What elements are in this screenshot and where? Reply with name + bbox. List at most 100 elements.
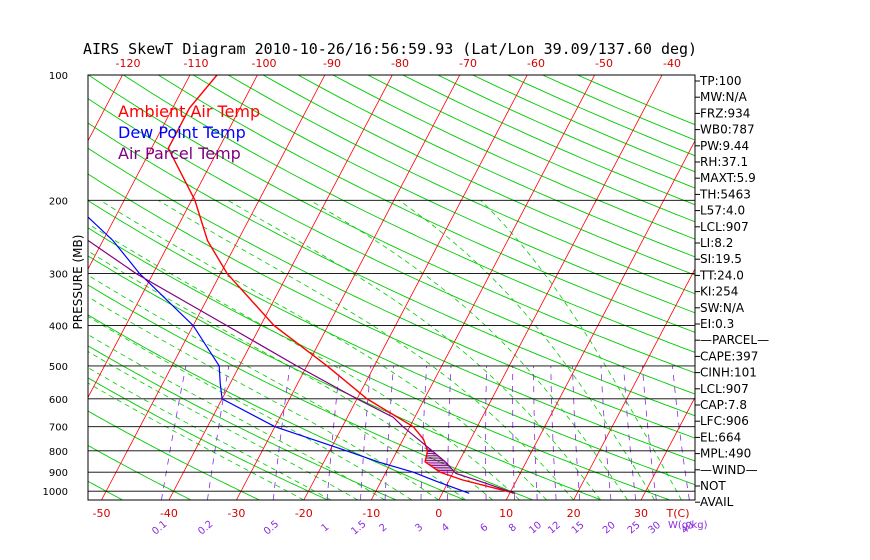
dry-adiabat	[402, 75, 695, 206]
moist-adiabat	[88, 250, 493, 500]
pressure-tick-label: 600	[49, 395, 68, 406]
dry-adiabat	[88, 255, 602, 500]
mixing-ratio-line	[512, 365, 515, 500]
series-line-1	[88, 216, 470, 494]
bottom-temp-tick-label: 0	[435, 507, 442, 520]
mixing-ratio-tick-label: 25	[626, 520, 643, 537]
mixing-ratio-tick-label: 30	[646, 520, 663, 537]
mixing-ratio-tick-label: 6	[479, 522, 491, 535]
series-line-0	[167, 75, 516, 494]
mixing-ratio-tick-label: 15	[570, 520, 587, 537]
dry-adiabat	[88, 227, 670, 500]
mixing-ratio-line	[485, 365, 487, 500]
dry-adiabat	[88, 410, 260, 500]
isotherm	[88, 75, 191, 270]
stability-index: TT:24.0	[699, 268, 744, 282]
cape-hatch	[425, 445, 455, 473]
top-temp-tick-label: -40	[663, 57, 681, 70]
mixing-ratio-line	[550, 365, 557, 500]
stability-index: KI:254	[700, 285, 738, 299]
mixing-ratio-line	[272, 365, 291, 500]
moist-adiabat	[88, 334, 386, 500]
isotherm	[438, 75, 663, 500]
stability-index: LCL:907	[700, 382, 749, 396]
mixing-ratio-line	[161, 365, 187, 500]
stability-index: MPL:490	[700, 447, 751, 461]
stability-index: CAP:7.8	[700, 398, 747, 412]
dry-adiabat	[123, 75, 695, 353]
mixing-ratio-line	[360, 365, 372, 500]
bottom-temp-tick-label: -40	[160, 507, 178, 520]
stability-index: LCL:907	[700, 220, 749, 234]
mixing-ratio-tick-label: 1	[320, 522, 332, 535]
dry-adiabat	[193, 75, 695, 314]
moist-adiabat	[88, 223, 520, 500]
dry-adiabat	[88, 200, 695, 486]
plot-frame	[87, 74, 696, 501]
moist-adiabat	[480, 200, 682, 500]
isotherm	[88, 75, 258, 399]
top-temp-tick-label: -120	[116, 57, 141, 70]
mixing-ratio-line	[623, 365, 637, 500]
top-temp-tick-label: -90	[323, 57, 341, 70]
stability-index: MAXT:5.9	[700, 171, 756, 185]
isotherm	[640, 396, 695, 500]
bottom-temp-tick-label: -50	[93, 507, 111, 520]
top-temp-tick-label: -110	[184, 57, 209, 70]
pressure-tick-label: 200	[49, 196, 68, 207]
stability-index: WB0:787	[700, 123, 755, 137]
dry-adiabat	[88, 147, 695, 439]
series-lines	[88, 75, 516, 494]
top-temp-tick-label: -50	[595, 57, 613, 70]
stability-index: L57:4.0	[700, 204, 745, 218]
isotherm	[236, 75, 461, 500]
isotherm	[168, 75, 393, 500]
mixing-ratio-line	[572, 365, 581, 500]
isotherm	[88, 75, 123, 142]
dry-adiabat	[297, 75, 695, 258]
moist-adiabat	[88, 367, 331, 500]
legend-item-0: Ambient Air Temp	[118, 102, 260, 121]
moist-adiabat	[88, 382, 304, 500]
stability-index: SI:19.5	[700, 252, 742, 266]
stability-index: TP:100	[699, 74, 742, 88]
mixing-ratio-line	[600, 365, 612, 500]
stability-index: LI:8.2	[700, 236, 733, 250]
mixing-ratio-tick-label: 0.1	[150, 519, 169, 538]
bottom-temp-tick-label: -10	[362, 507, 380, 520]
mixing-ratio-axis-label: W(g/kg)	[668, 520, 708, 531]
dry-adiabat	[88, 173, 695, 462]
moist-adiabat	[88, 274, 466, 500]
stability-index: EI:0.3	[700, 317, 734, 331]
y-axis-label: PRESSURE (MB)	[71, 235, 85, 330]
dry-adiabat	[88, 444, 192, 500]
mixing-ratio-tick-label: 10	[527, 520, 544, 537]
mixing-ratio-tick-label: 0.5	[262, 519, 281, 538]
mixing-ratio-tick-label: 4	[440, 522, 452, 535]
mixing-ratio-tick-label: 8	[507, 522, 519, 535]
moist-adiabat	[99, 199, 547, 500]
x-axis-label: T(C)	[666, 507, 690, 520]
top-temp-tick-label: -100	[252, 57, 277, 70]
stability-index: LFC:906	[700, 414, 749, 428]
mixing-ratio-tick-label: 1.5	[349, 519, 368, 538]
mixing-ratio-line	[642, 365, 657, 500]
isotherm	[0, 75, 55, 500]
stability-index: SW:N/A	[700, 301, 745, 315]
bottom-temp-tick-label: -20	[295, 507, 313, 520]
legend-item-2: Air Parcel Temp	[118, 144, 241, 163]
pressure-tick-label: 500	[49, 362, 68, 373]
stability-index: RH:37.1	[700, 155, 748, 169]
mixing-ratio-line	[533, 365, 538, 500]
isotherm	[101, 75, 326, 500]
stability-index: —WIND—	[700, 463, 758, 477]
mixing-ratio-tick-label: 20	[601, 520, 618, 537]
isotherm	[573, 268, 695, 500]
bottom-temp-tick-label: 10	[499, 507, 513, 520]
mixing-ratio-tick-label: 0.2	[196, 519, 215, 538]
dry-adiabat	[88, 377, 328, 500]
pressure-tick-label: 900	[49, 468, 68, 479]
isotherm	[303, 75, 528, 500]
mixing-ratio-tick-label: 2	[377, 522, 389, 535]
isotherm	[505, 139, 695, 500]
